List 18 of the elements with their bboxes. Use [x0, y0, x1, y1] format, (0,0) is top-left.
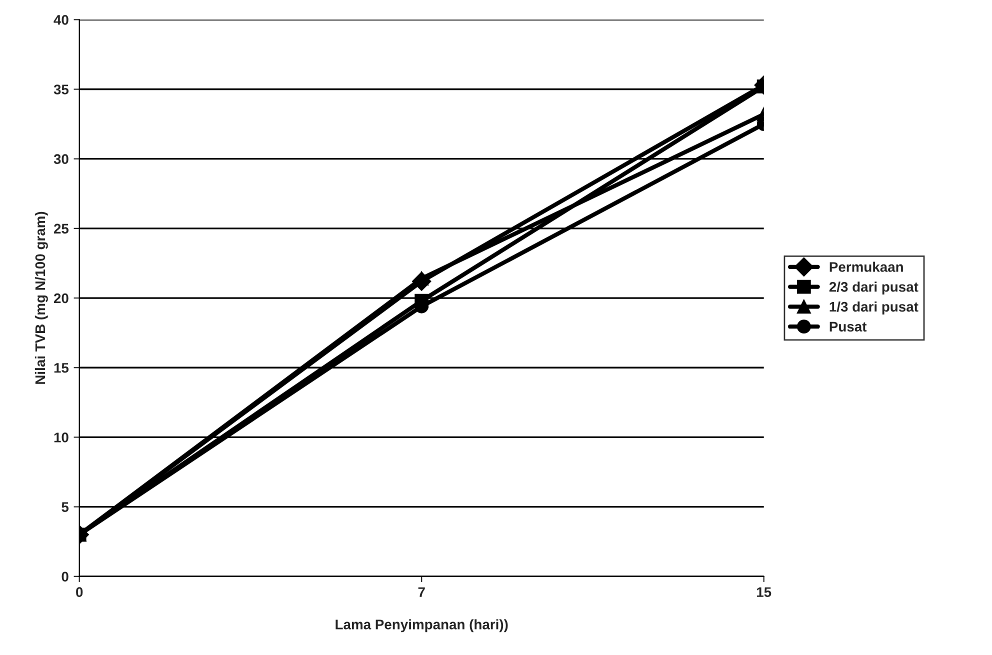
y-tick-label: 20 [54, 293, 68, 304]
y-axis-title: Nilai TVB (mg N/100 gram) [34, 212, 48, 384]
legend-label: 2/3 dari pusat [829, 282, 918, 295]
x-tick-label: 7 [418, 587, 425, 597]
y-tick-label: 40 [54, 14, 68, 25]
y-tick-label: 35 [54, 84, 69, 94]
legend-label: 1/3 dari pusat [830, 301, 918, 314]
y-tick-label: 5 [62, 502, 69, 512]
x-axis-title: Lama Penyimpanan (hari)) [336, 619, 508, 632]
y-tick-label: 15 [54, 363, 69, 373]
y-tick-label: 10 [54, 432, 68, 442]
legend-label: Permukaan [830, 262, 903, 272]
x-tick-label: 15 [756, 587, 772, 598]
y-tick-label: 30 [54, 154, 68, 164]
x-tick-label: 0 [76, 587, 83, 598]
y-tick-label: 0 [62, 572, 68, 582]
legend-label: Pusat [830, 322, 867, 332]
y-tick-label: 25 [54, 224, 69, 234]
